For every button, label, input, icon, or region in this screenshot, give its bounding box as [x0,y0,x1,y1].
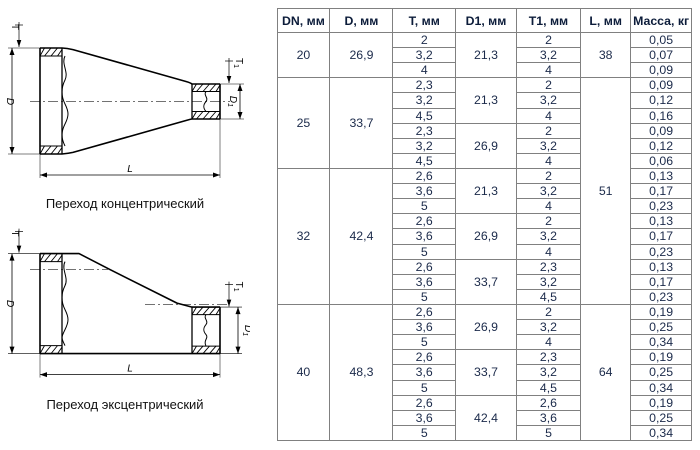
svg-text:D1: D1 [241,325,250,336]
svg-text:D: D [4,98,15,105]
svg-text:T1: T1 [232,282,244,292]
svg-text:D1: D1 [226,96,238,107]
svg-text:T1: T1 [232,58,244,68]
svg-text:L: L [127,364,133,375]
svg-text:T: T [9,24,20,30]
svg-text:D: D [4,300,15,307]
svg-text:L: L [127,164,133,175]
svg-text:T: T [9,231,20,237]
